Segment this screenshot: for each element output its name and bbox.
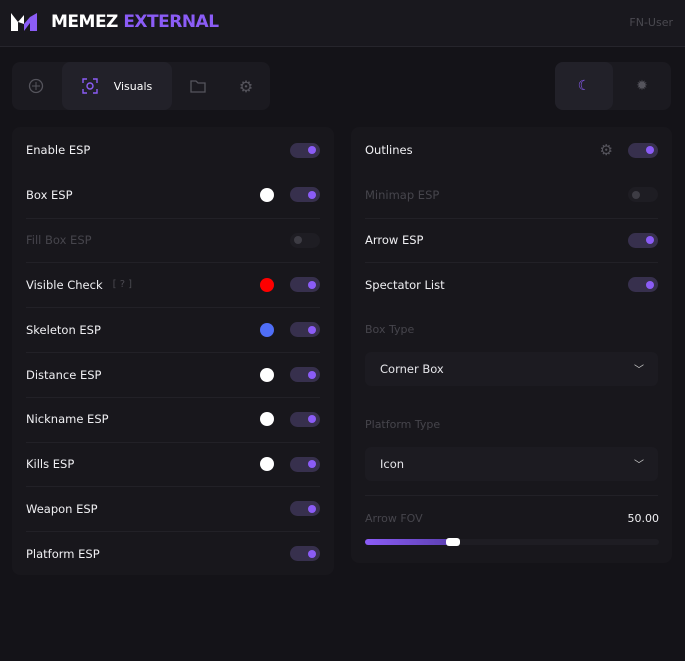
setting-row: Arrow ESP <box>365 217 658 262</box>
dark-theme-button[interactable]: ☾ <box>555 62 613 110</box>
toggle-switch[interactable] <box>628 232 658 248</box>
chevron-down-icon: ﹀ <box>634 365 644 376</box>
folder-icon <box>190 80 206 93</box>
light-theme-button[interactable]: ✹ <box>613 62 671 110</box>
toggle-switch[interactable] <box>628 187 658 203</box>
color-picker[interactable] <box>260 457 274 472</box>
logo-icon <box>11 13 37 31</box>
setting-label: Outlines <box>365 143 413 157</box>
setting-label: Skeleton ESP <box>26 322 101 337</box>
theme-switcher: ☾ ✹ <box>555 62 671 110</box>
color-picker[interactable] <box>260 367 274 382</box>
help-hint[interactable]: [ ? ] <box>112 279 133 291</box>
toggle-switch[interactable] <box>290 232 320 248</box>
chevron-down-icon: ﹀ <box>634 460 644 471</box>
color-picker[interactable] <box>260 277 274 292</box>
setting-row: Nickname ESP <box>26 396 320 441</box>
setting-label: Nickname ESP <box>26 412 109 427</box>
setting-row: Minimap ESP <box>365 173 658 217</box>
header: MEMEZ EXTERNAL FN-User <box>0 0 685 47</box>
setting-label: Platform ESP <box>26 546 100 561</box>
tab-bar: Visuals ⚙ <box>12 62 270 110</box>
toggle-switch[interactable] <box>290 187 320 203</box>
tab-configs[interactable] <box>174 62 222 110</box>
toggle-switch[interactable] <box>290 142 320 158</box>
box-type-dropdown[interactable]: Corner Box ﹀ <box>365 352 658 386</box>
gear-icon: ⚙ <box>238 76 254 96</box>
box-type-value: Corner Box <box>380 362 444 376</box>
setting-row: Visible Check [ ? ] <box>26 262 320 306</box>
platform-type-label: Platform Type <box>365 418 441 431</box>
arrow-fov-value: 50.00 <box>627 512 660 525</box>
toggle-switch[interactable] <box>290 456 320 472</box>
setting-row: Box ESP <box>26 173 320 217</box>
arrow-fov-label: Arrow FOV <box>365 512 423 525</box>
setting-label: Visible Check <box>26 277 103 292</box>
moon-icon: ☾ <box>577 78 591 94</box>
tab-label: Visuals <box>113 79 153 93</box>
setting-label: Kills ESP <box>26 457 75 472</box>
setting-label: Fill Box ESP <box>26 233 92 248</box>
setting-row: Kills ESP <box>26 441 320 486</box>
box-type-label: Box Type <box>365 323 415 336</box>
esp-panel-right: Box Type Corner Box ﹀ Platform Type Icon ﹀… <box>351 127 672 563</box>
esp-panel-left: Enable ESP Box ESP Fill Box ESP Visible Che… <box>12 127 334 575</box>
setting-row: Weapon ESP <box>26 486 320 530</box>
gear-icon[interactable]: ⚙ <box>599 141 613 159</box>
eye-scan-icon <box>82 78 98 94</box>
setting-row: Enable ESP <box>26 128 320 172</box>
color-picker[interactable] <box>260 322 274 337</box>
username: FN-User <box>629 16 673 29</box>
toggle-switch[interactable] <box>290 367 320 382</box>
setting-row: Distance ESP <box>26 352 320 396</box>
setting-row: Platform ESP <box>26 531 320 575</box>
platform-type-dropdown[interactable]: Icon ﹀ <box>365 447 658 481</box>
setting-label: Minimap ESP <box>365 187 440 202</box>
setting-label: Arrow ESP <box>365 233 424 248</box>
tab-aim[interactable] <box>12 62 60 110</box>
slider-handle[interactable] <box>446 538 461 546</box>
color-picker[interactable] <box>260 187 274 202</box>
setting-row: Spectator List <box>365 262 658 306</box>
setting-label: Weapon ESP <box>26 501 98 516</box>
toggle-switch[interactable] <box>290 322 320 338</box>
platform-type-value: Icon <box>380 457 405 471</box>
setting-row: Fill Box ESP <box>26 217 320 262</box>
toggle-switch[interactable] <box>290 277 320 293</box>
setting-label: Spectator List <box>365 277 445 292</box>
slider-fill <box>365 539 454 545</box>
setting-row: Skeleton ESP <box>26 307 320 351</box>
setting-label: Box ESP <box>26 187 73 202</box>
setting-label: Enable ESP <box>26 143 91 157</box>
arrow-fov-slider[interactable] <box>365 538 659 546</box>
toggle-switch[interactable] <box>290 546 320 562</box>
toggle-switch[interactable] <box>628 277 658 293</box>
toggle-switch[interactable] <box>628 142 658 158</box>
app-title: MEMEZ EXTERNAL <box>51 12 219 32</box>
setting-label: Distance ESP <box>26 367 102 382</box>
toggle-switch[interactable] <box>290 501 320 517</box>
toggle-switch[interactable] <box>290 411 320 427</box>
setting-row: Outlines ⚙ <box>365 128 658 172</box>
tab-visuals[interactable]: Visuals <box>62 62 172 110</box>
color-picker[interactable] <box>260 412 274 427</box>
sun-icon: ✹ <box>636 78 648 94</box>
crosshair-icon <box>28 78 44 94</box>
tab-settings[interactable]: ⚙ <box>222 62 270 110</box>
